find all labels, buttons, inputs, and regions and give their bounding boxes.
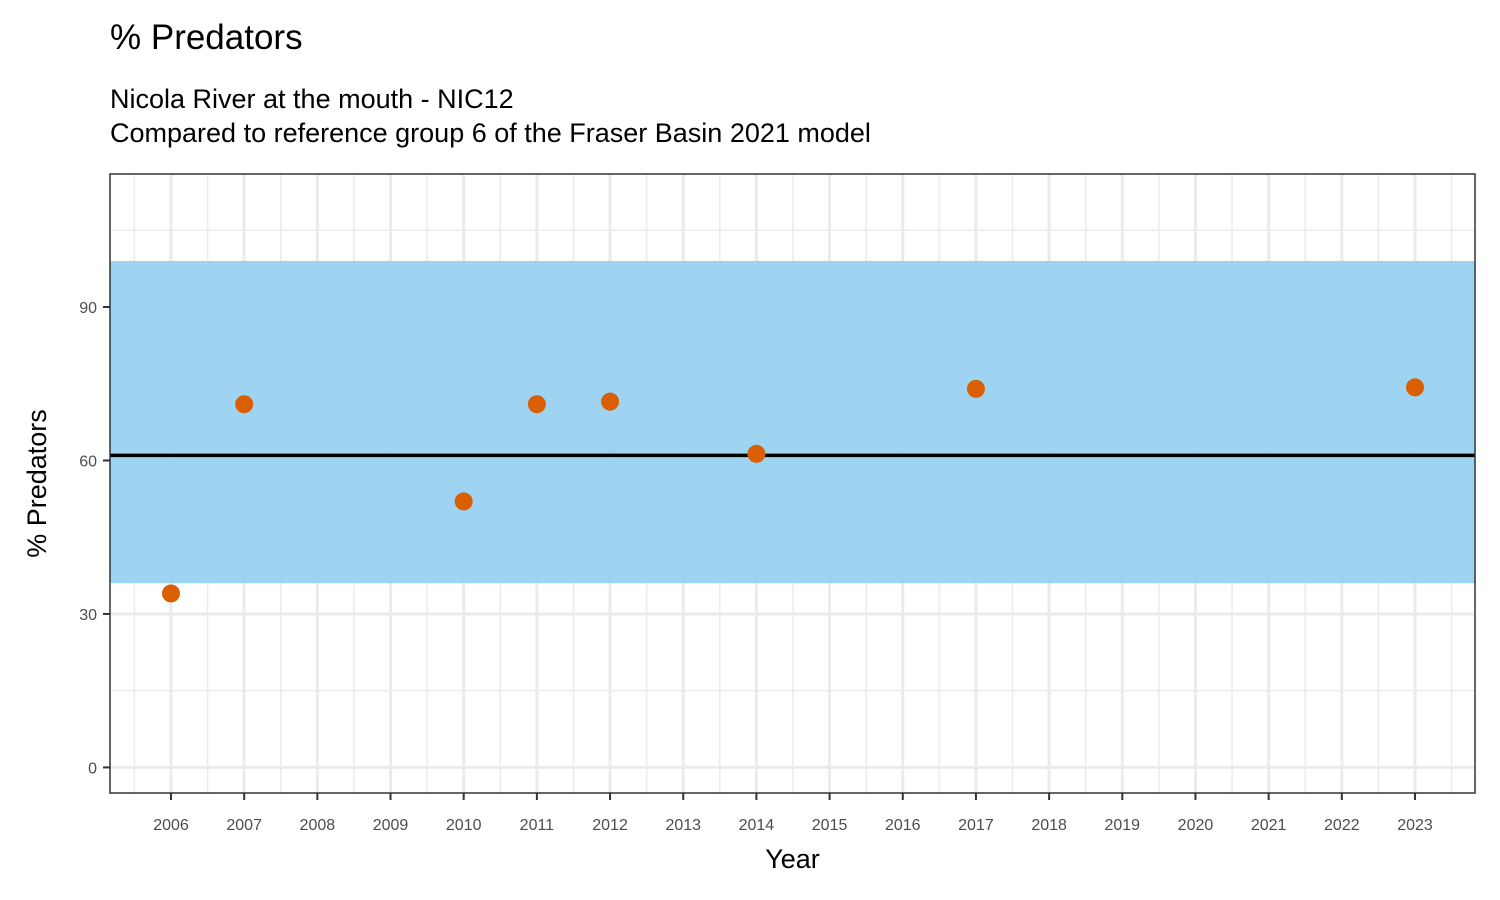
y-tick-label: 0 [88, 760, 97, 777]
data-point [454, 492, 473, 511]
y-tick-label: 60 [79, 453, 97, 470]
x-axis-title: Year [765, 844, 820, 874]
reference-band [110, 260, 1475, 584]
x-tick-label: 2011 [520, 817, 555, 834]
axis-labels: 2006 2007 2008 2009 2010 2011 2012 2013 2014 2015… [22, 300, 1433, 874]
x-tick-label: 2020 [1178, 817, 1214, 834]
data-point [601, 392, 620, 411]
chart-title: % Predators [110, 18, 303, 57]
x-tick-label: 2010 [446, 817, 482, 834]
data-point [162, 584, 180, 603]
data-point [235, 395, 254, 414]
x-tick-label: 2018 [1031, 817, 1067, 834]
plot-border [109, 173, 1476, 794]
x-tick-label: 2009 [373, 817, 409, 834]
x-tick-label: 2022 [1324, 817, 1360, 834]
chart-subtitle: Nicola River at the mouth - NIC12 Compar… [110, 82, 871, 150]
x-tick-label: 2013 [665, 817, 701, 834]
x-tick-label: 2006 [153, 817, 189, 834]
x-tick-label: 2007 [226, 817, 262, 834]
y-tick-label: 30 [79, 607, 97, 624]
x-tick-label: 2016 [885, 817, 921, 834]
data-point [1406, 378, 1424, 397]
chart-subtitle-line-2: Compared to reference group 6 of the Fra… [110, 118, 871, 148]
x-tick-label: 2017 [958, 817, 994, 834]
chart-subtitle-line-1: Nicola River at the mouth - NIC12 [110, 84, 514, 114]
x-tick-label: 2015 [812, 817, 848, 834]
x-tick-label: 2021 [1251, 817, 1287, 834]
x-tick-label: 2023 [1397, 817, 1433, 834]
data-point [527, 395, 546, 414]
data-points [162, 378, 1424, 603]
x-tick-label: 2012 [592, 817, 628, 834]
x-tick-label: 2008 [300, 817, 336, 834]
reference-band-layer [110, 260, 1475, 584]
y-axis-title: % Predators [22, 409, 52, 558]
data-point [966, 379, 985, 398]
data-point [747, 444, 766, 463]
x-tick-label: 2014 [739, 817, 775, 834]
y-tick-label: 90 [79, 300, 97, 317]
x-tick-label: 2019 [1104, 817, 1140, 834]
axes [103, 173, 1476, 800]
